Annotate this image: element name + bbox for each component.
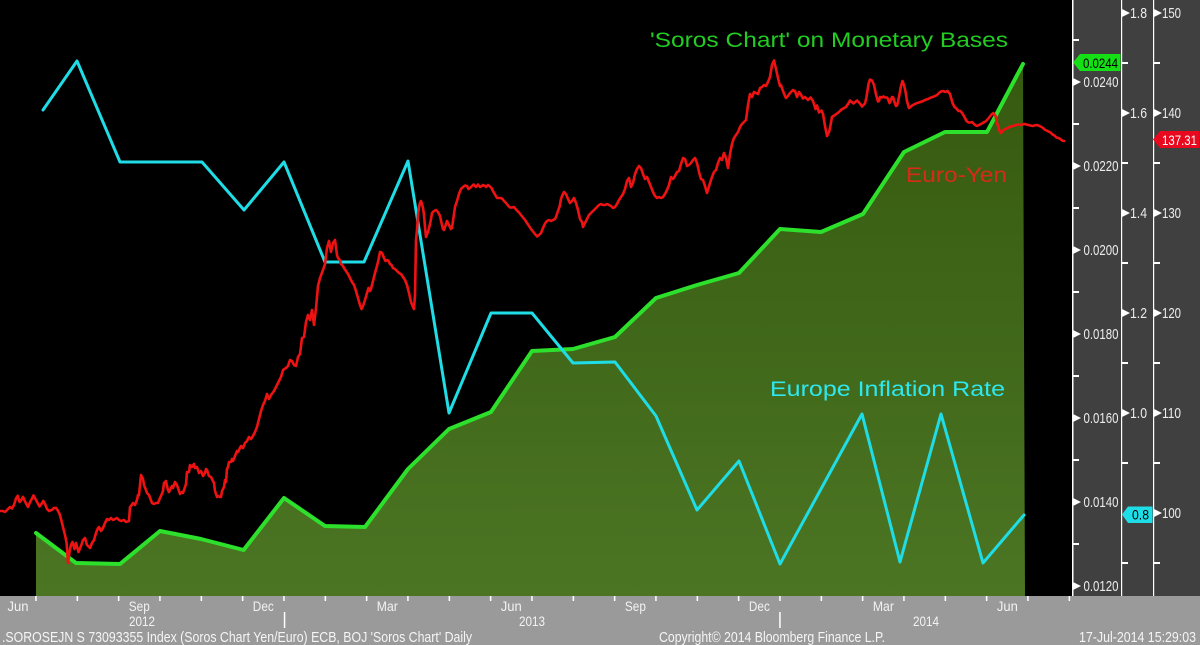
svg-text:0.0200: 0.0200 (1084, 242, 1119, 259)
svg-text:0.0244: 0.0244 (1083, 55, 1118, 71)
svg-text:1.0: 1.0 (1130, 405, 1147, 422)
svg-text:1.2: 1.2 (1130, 305, 1147, 322)
svg-text:Dec: Dec (253, 598, 274, 614)
svg-text:110: 110 (1162, 405, 1181, 422)
svg-text:0.8: 0.8 (1132, 508, 1149, 523)
svg-text:137.31: 137.31 (1162, 132, 1197, 148)
svg-text:Mar: Mar (873, 598, 894, 614)
svg-text:Mar: Mar (377, 598, 398, 614)
svg-text:140: 140 (1162, 105, 1181, 122)
svg-text:Dec: Dec (749, 598, 770, 614)
svg-text:0.0140: 0.0140 (1084, 494, 1119, 511)
svg-text:150: 150 (1162, 5, 1181, 22)
svg-text:1.8: 1.8 (1130, 5, 1147, 22)
svg-text:17-Jul-2014 15:29:03: 17-Jul-2014 15:29:03 (1079, 630, 1196, 645)
svg-text:0.0160: 0.0160 (1084, 410, 1119, 427)
svg-text:Sep: Sep (129, 598, 150, 614)
svg-text:Jun: Jun (8, 598, 29, 614)
svg-text:0.0240: 0.0240 (1084, 74, 1119, 91)
svg-text:Jun: Jun (997, 598, 1018, 614)
svg-text:.SOROSEJN S 73093355 Index (So: .SOROSEJN S 73093355 Index (Soros Chart … (2, 630, 473, 645)
svg-text:0.0220: 0.0220 (1084, 158, 1119, 175)
svg-text:'Soros Chart' on Monetary Base: 'Soros Chart' on Monetary Bases (650, 29, 1008, 52)
svg-text:Europe Inflation Rate: Europe Inflation Rate (770, 378, 1005, 401)
svg-text:0.0120: 0.0120 (1084, 578, 1119, 595)
svg-text:130: 130 (1162, 205, 1181, 222)
svg-text:1.4: 1.4 (1130, 205, 1147, 222)
svg-text:Sep: Sep (625, 598, 646, 614)
svg-text:1.6: 1.6 (1130, 105, 1147, 122)
svg-text:Jun: Jun (501, 598, 522, 614)
svg-text:Euro-Yen: Euro-Yen (906, 164, 1007, 187)
svg-text:2012: 2012 (129, 613, 155, 629)
svg-text:2014: 2014 (913, 613, 939, 629)
svg-text:120: 120 (1162, 305, 1181, 322)
svg-text:0.0180: 0.0180 (1084, 326, 1119, 343)
svg-text:100: 100 (1162, 505, 1181, 522)
svg-text:Copyright© 2014 Bloomberg Fina: Copyright© 2014 Bloomberg Finance L.P. (659, 630, 885, 645)
svg-text:2013: 2013 (519, 613, 545, 629)
